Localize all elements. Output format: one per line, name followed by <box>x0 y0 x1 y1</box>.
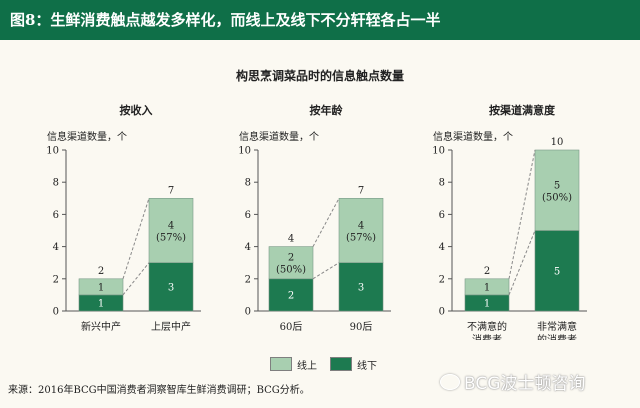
bar-online-0-0 <box>78 278 124 296</box>
bar-label-offline-0-1: 3 <box>168 282 174 293</box>
connector-mid-2 <box>508 230 536 296</box>
y-tick-label-0-1: 2 <box>53 274 59 285</box>
y-tick-label-2-0: 0 <box>439 307 445 318</box>
y-tick-label-1-2: 4 <box>245 242 251 253</box>
connector-top-0 <box>122 198 150 279</box>
legend-swatch-offline <box>330 357 352 371</box>
panel-title-0: 按收入 <box>120 103 153 117</box>
bar-label-offline-1-1: 3 <box>358 282 364 293</box>
wechat-icon <box>440 374 460 390</box>
x-tick-label-2-1-1: 的消费者 <box>537 333 577 340</box>
y-tick-label-2-4: 8 <box>439 178 445 189</box>
y-tick-label-2-1: 2 <box>439 274 445 285</box>
y-tick-label-1-5: 10 <box>238 146 251 157</box>
connector-top-2 <box>508 149 536 279</box>
connector-mid-1 <box>312 262 340 280</box>
bar-share-label-1-1: (57%) <box>346 233 376 244</box>
bar-online-1-0 <box>268 246 314 280</box>
y-tick-label-1-4: 8 <box>245 178 251 189</box>
legend-label-online: 线上 <box>297 361 317 372</box>
bar-offline-1-0 <box>268 278 314 312</box>
legend-swatch-online <box>270 357 292 371</box>
y-tick-label-1-3: 6 <box>245 210 251 221</box>
figure-title: 图8：生鲜消费触点越发多样化，而线上及线下不分轩轾各占一半 <box>10 11 441 29</box>
panel-title-1: 按年龄 <box>310 103 344 117</box>
y-tick-label-1-1: 2 <box>245 274 251 285</box>
connector-top-1 <box>312 198 340 247</box>
y-axis-label-1: 信息渠道数量，个 <box>239 130 319 143</box>
legend-label-offline: 线下 <box>357 361 377 372</box>
charts-area: 按收入信息渠道数量，个0246810112新兴中产34(57%)7上层中产按年龄… <box>46 103 587 340</box>
x-tick-label-1-1-0: 90后 <box>350 321 373 333</box>
panel-title-2: 按渠道满意度 <box>489 103 556 117</box>
x-tick-label-1-0-0: 60后 <box>280 321 303 333</box>
bar-label-offline-2-0: 1 <box>484 298 490 309</box>
bar-label-online-0-0: 1 <box>98 282 104 293</box>
y-tick-label-2-5: 10 <box>432 146 445 157</box>
watermark-text: BCG波士顿咨询 <box>464 374 586 394</box>
watermark: BCG波士顿咨询 <box>440 369 585 394</box>
x-tick-label-2-0-1: 消费者 <box>472 333 502 340</box>
bar-online-2-1 <box>534 149 580 231</box>
bar-total-1-0: 4 <box>288 234 294 245</box>
bar-label-online-2-0: 1 <box>484 282 490 293</box>
bar-share-label-0-1: (57%) <box>156 233 186 244</box>
bar-total-0-1: 7 <box>168 185 174 196</box>
y-tick-label-0-4: 8 <box>53 178 59 189</box>
y-tick-label-0-2: 4 <box>53 242 59 253</box>
header-bar: 图8：生鲜消费触点越发多样化，而线上及线下不分轩轾各占一半 <box>0 0 640 40</box>
bar-total-0-0: 2 <box>98 266 104 277</box>
x-tick-label-0-0-0: 新兴中产 <box>81 320 121 333</box>
bar-offline-1-1 <box>338 262 384 312</box>
y-tick-label-0-3: 6 <box>53 210 59 221</box>
bar-offline-0-1 <box>148 262 194 312</box>
x-tick-label-2-1-0: 非常满意 <box>537 320 577 333</box>
bar-label-online-2-1: 5 <box>554 180 560 191</box>
bar-label-online-1-0: 2 <box>288 253 294 264</box>
y-tick-label-2-2: 4 <box>439 242 445 253</box>
main-chart-title: 构思烹调菜品时的信息触点数量 <box>235 69 404 83</box>
y-tick-label-0-5: 10 <box>46 146 59 157</box>
bar-share-label-2-1: (50%) <box>542 192 572 203</box>
bar-share-label-1-0: (50%) <box>276 265 306 276</box>
y-tick-label-2-3: 6 <box>439 210 445 221</box>
bar-online-0-1 <box>148 198 194 264</box>
y-tick-label-1-0: 0 <box>245 307 251 318</box>
bar-label-offline-1-0: 2 <box>288 290 294 301</box>
legend: 线上 线下 <box>0 356 640 372</box>
x-tick-label-0-1-0: 上层中产 <box>151 320 191 333</box>
y-tick-label-0-0: 0 <box>53 307 59 318</box>
bar-label-offline-0-0: 1 <box>98 298 104 309</box>
y-axis-label-0: 信息渠道数量，个 <box>47 130 127 143</box>
y-axis-label-2: 信息渠道数量，个 <box>433 130 513 143</box>
source-note: 来源：2016年BCG中国消费者洞察智库生鲜消费调研；BCG分析。 <box>8 385 310 396</box>
connector-mid-0 <box>122 262 150 296</box>
bar-online-2-0 <box>464 278 510 296</box>
bar-total-2-1: 10 <box>551 137 564 148</box>
bar-total-2-0: 2 <box>484 266 490 277</box>
bar-label-online-0-1: 4 <box>168 221 174 232</box>
bar-online-1-1 <box>338 198 384 264</box>
bar-label-offline-2-1: 5 <box>554 266 560 277</box>
bar-label-online-1-1: 4 <box>358 221 364 232</box>
bar-offline-2-1 <box>534 230 580 312</box>
bar-total-1-1: 7 <box>358 185 364 196</box>
x-tick-label-2-0-0: 不满意的 <box>467 320 507 333</box>
